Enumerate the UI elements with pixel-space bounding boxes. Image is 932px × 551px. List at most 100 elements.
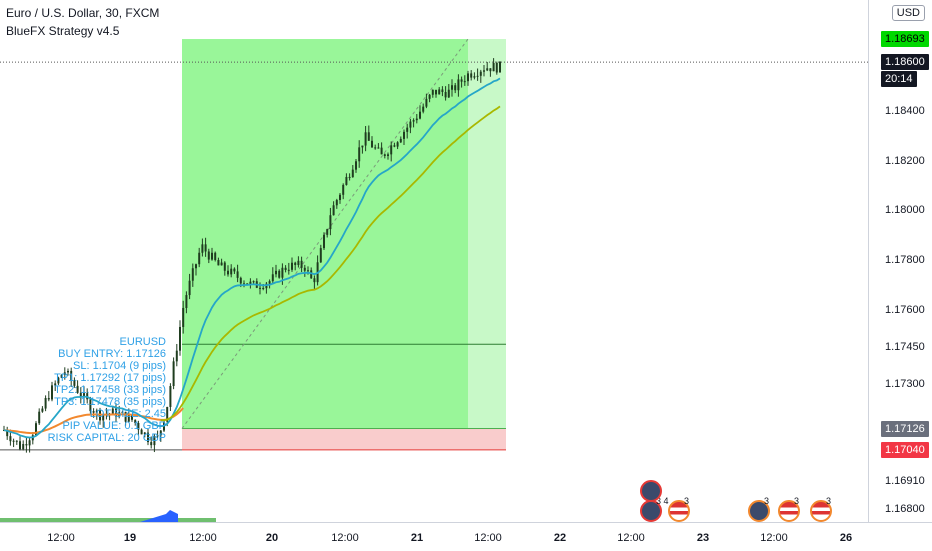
currency-button[interactable]: USD: [891, 5, 925, 21]
candle-body: [383, 154, 386, 156]
event-alert-icon[interactable]: [640, 480, 662, 502]
candle-body: [387, 154, 389, 156]
price-tick: 1.17450: [885, 341, 925, 353]
candle-body: [195, 264, 197, 269]
candle-body: [287, 269, 290, 271]
trade-info-line: TP3: 1.17478 (35 pips): [54, 396, 166, 408]
candle-body: [54, 383, 57, 386]
candle-body: [198, 252, 201, 265]
us-flag-icon[interactable]: [778, 500, 800, 522]
candle-body: [159, 430, 162, 436]
candle-body: [201, 244, 204, 253]
symbol-title[interactable]: Euro / U.S. Dollar, 30, FXCM: [6, 6, 160, 20]
candle-body: [374, 147, 377, 149]
candle-body: [380, 147, 383, 155]
candle-body: [83, 393, 85, 398]
candle-body: [409, 121, 412, 128]
candle-body: [70, 370, 73, 381]
trade-info-line: EURUSD: [119, 336, 166, 348]
time-tick: 12:00: [760, 532, 788, 544]
current-price-tag: 1.18600: [881, 54, 929, 71]
candle-body: [89, 399, 92, 412]
price-axis[interactable]: USD 1.18600 1.18400 1.18200 1.18000 1.17800 1…: [868, 0, 932, 522]
candle-body: [463, 81, 466, 83]
candle-body: [451, 85, 453, 90]
candle-body: [79, 392, 82, 398]
candle-body: [246, 283, 249, 285]
candle-body: [259, 287, 261, 289]
candle-body: [9, 436, 12, 442]
candle-body: [131, 414, 133, 420]
time-tick: 12:00: [189, 532, 217, 544]
candle-body: [73, 380, 76, 386]
candle-body: [67, 370, 69, 373]
candle-body: [156, 435, 159, 437]
event-count: 3: [684, 496, 690, 506]
candle-body: [150, 442, 153, 446]
candle-body: [278, 270, 281, 278]
candle-body: [191, 268, 194, 281]
candle-body: [415, 118, 418, 121]
candle-body: [377, 147, 380, 149]
time-tick: 12:00: [617, 532, 645, 544]
price-tick: 1.17800: [885, 254, 925, 266]
candle-body: [12, 440, 15, 442]
eu-flag-icon[interactable]: [748, 500, 770, 522]
time-tick: 12:00: [47, 532, 75, 544]
candle-body: [166, 406, 169, 422]
candle-body: [473, 76, 476, 78]
candle-body: [175, 350, 178, 362]
candle-body: [454, 85, 457, 91]
trade-info-line: RISK CAPITAL: 20 GBP: [47, 432, 166, 444]
ema-slow-line: [160, 105, 501, 422]
time-tick: 22: [553, 532, 567, 544]
candle-body: [44, 398, 47, 409]
candle-body: [412, 120, 415, 122]
event-count: 3: [794, 496, 800, 506]
price-tick: 1.18200: [885, 154, 925, 167]
candle-body: [319, 248, 322, 263]
price-chart[interactable]: [0, 0, 868, 522]
candle-body: [431, 89, 434, 95]
candle-body: [271, 274, 274, 282]
us-flag-icon[interactable]: [810, 500, 832, 522]
candle-body: [19, 441, 21, 450]
candle-body: [332, 205, 335, 216]
candle-body: [460, 79, 463, 82]
stop-loss-price-tag: 1.17040: [881, 441, 929, 458]
time-axis[interactable]: 12:00 19 12:00 20 12:00 21 12:00 22 12:00 23 12:00…: [0, 522, 932, 551]
candle-body: [47, 398, 50, 400]
candle-body: [284, 267, 287, 270]
candle-body: [358, 147, 361, 162]
candle-body: [281, 267, 284, 278]
time-tick: 26: [839, 532, 853, 544]
candle-body: [399, 138, 402, 143]
us-flag-icon[interactable]: [668, 500, 690, 522]
candle-body: [143, 432, 146, 435]
time-tick: 20: [265, 532, 279, 544]
candle-body: [127, 414, 130, 422]
candle-body: [489, 68, 492, 72]
candle-body: [25, 444, 28, 446]
candle-body: [230, 268, 233, 275]
candle-body: [134, 419, 137, 424]
trade-info-panel: EURUSD BUY ENTRY: 1.17126 SL: 1.1704 (9 pi…: [48, 336, 166, 444]
candle-body: [444, 92, 447, 98]
candle-body: [371, 140, 373, 148]
profit-zone-remaining: [468, 39, 506, 429]
candle-body: [425, 98, 428, 107]
take-profit-price-tag: 1.18693: [881, 31, 929, 48]
candle-body: [92, 411, 95, 413]
candle-body: [499, 61, 501, 73]
candle-body: [153, 436, 156, 446]
candle-body: [342, 184, 345, 195]
candle-body: [393, 145, 396, 147]
candle-body: [403, 131, 405, 139]
candle-body: [390, 145, 393, 155]
candle-body: [422, 106, 425, 112]
candle-body: [76, 385, 79, 393]
candle-body: [297, 260, 300, 266]
candle-body: [137, 423, 140, 430]
indicator-title[interactable]: BlueFX Strategy v4.5: [6, 24, 120, 38]
trade-info-line: SL: 1.1704 (9 pips): [73, 360, 166, 372]
